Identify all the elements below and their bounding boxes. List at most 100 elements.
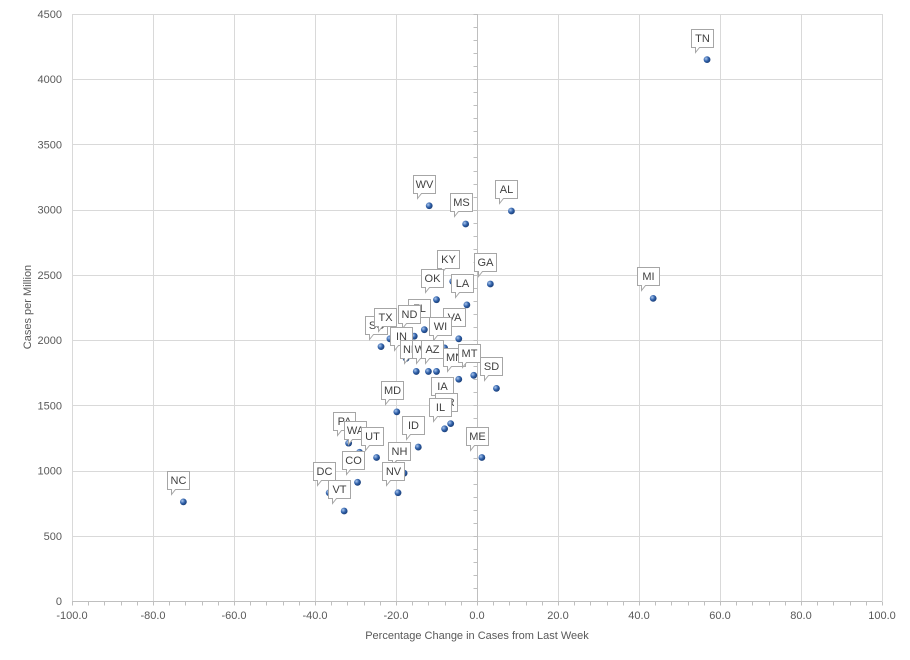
label-callout [328,480,351,505]
label-callout [451,274,474,299]
x-axis-title: Percentage Change in Cases from Last Wee… [365,630,589,642]
point-label: OK [425,273,442,285]
point-label: UT [365,431,380,443]
label-callout [421,340,444,365]
point-il: IL [429,398,452,433]
point-nh: NH [388,442,411,477]
point-label: LA [456,278,470,290]
point-label: ND [402,309,418,321]
label-callout [429,317,452,342]
scatter-marker [394,489,402,497]
scatter-marker [455,375,463,383]
label-callout [474,253,497,278]
y-tick-label: 4000 [38,74,62,86]
scatter-marker [377,343,385,351]
point-label: TN [695,33,710,45]
scatter-marker [425,202,433,210]
scatter-marker [373,454,380,461]
point-label: MT [462,348,478,360]
point-label: IN [396,331,407,343]
point-label: IA [437,381,448,393]
point-co: CO [342,451,365,486]
x-tick-label: -80.0 [140,610,165,622]
label-callout [421,269,444,294]
point-sd: SD [480,357,503,392]
label-callout [458,344,481,369]
point-label: ID [408,420,419,432]
point-me: ME [466,427,489,461]
data-points: TNWVMSALKYGAOKLAMIFLSCTXNDVAWIINNMWYAZMN… [167,29,714,515]
y-tick-label: 2500 [38,270,62,282]
x-tick-label: 100.0 [868,610,896,622]
y-axis-title: Cases per Million [22,265,34,349]
scatter-marker [493,384,500,392]
scatter-marker [486,280,494,288]
point-nd: ND [398,305,421,340]
point-nc: NC [167,471,190,506]
scatter-marker [455,335,463,343]
point-dc: DC [313,462,336,497]
point-label: VT [332,484,346,496]
scatter-marker [433,368,440,375]
point-label: SD [484,361,499,373]
label-callout [313,462,336,487]
y-tick-label: 3500 [38,139,62,151]
point-label: AL [500,184,513,196]
point-label: KY [441,254,456,266]
scatter-marker [354,478,361,486]
point-label: DC [317,466,333,478]
point-wv: WV [413,175,436,210]
scatter-marker [414,443,422,451]
point-mt: MT [458,344,481,379]
label-callout [691,29,714,54]
scatter-marker [470,371,478,379]
point-label: IL [436,402,445,414]
point-nv: NV [382,462,405,497]
y-tick-label: 0 [56,596,62,608]
point-label: MS [453,197,470,209]
label-callout [637,267,660,292]
scatter-marker [463,301,471,309]
label-callout [402,416,425,441]
y-tick-label: 2000 [38,335,62,347]
x-tick-label: 80.0 [790,610,811,622]
point-label: NV [386,466,402,478]
label-callout [374,308,397,333]
label-callout [495,180,518,205]
point-ut: UT [361,427,384,461]
label-callout [342,451,365,476]
point-mi: MI [637,267,660,302]
scatter-marker [508,207,515,215]
point-label: CO [345,455,362,467]
scatter-marker [340,507,348,515]
scatter-marker [478,454,486,461]
point-label: NH [392,446,408,458]
y-tick-label: 1500 [38,400,62,412]
point-tn: TN [691,29,714,64]
x-tick-label: -40.0 [302,610,327,622]
x-tick-label: -100.0 [56,610,87,622]
point-md: MD [381,381,404,416]
label-callout [167,471,190,496]
label-callout [480,357,503,382]
axes: -100.0 -80.0 -60.0 -40.0 -20.0 0.0 20.0 40.0 60.… [38,9,896,622]
x-tick-label: -60.0 [221,610,246,622]
point-label: ME [469,431,486,443]
point-ok: OK [421,269,444,304]
label-callout [361,427,384,452]
y-tick-label: 4500 [38,9,62,21]
label-callout [466,427,489,452]
point-id: ID [402,416,425,451]
label-callout [382,462,405,487]
point-label: NC [171,475,187,487]
scatter-marker [393,408,401,416]
point-label: MI [642,271,654,283]
point-ms: MS [450,193,473,228]
label-callout [429,398,452,423]
scatter-marker [703,56,711,64]
point-label: GA [478,257,495,269]
label-callout [381,381,404,406]
scatter-marker [433,296,440,304]
x-tick-label: 60.0 [709,610,730,622]
label-callout [413,175,436,200]
